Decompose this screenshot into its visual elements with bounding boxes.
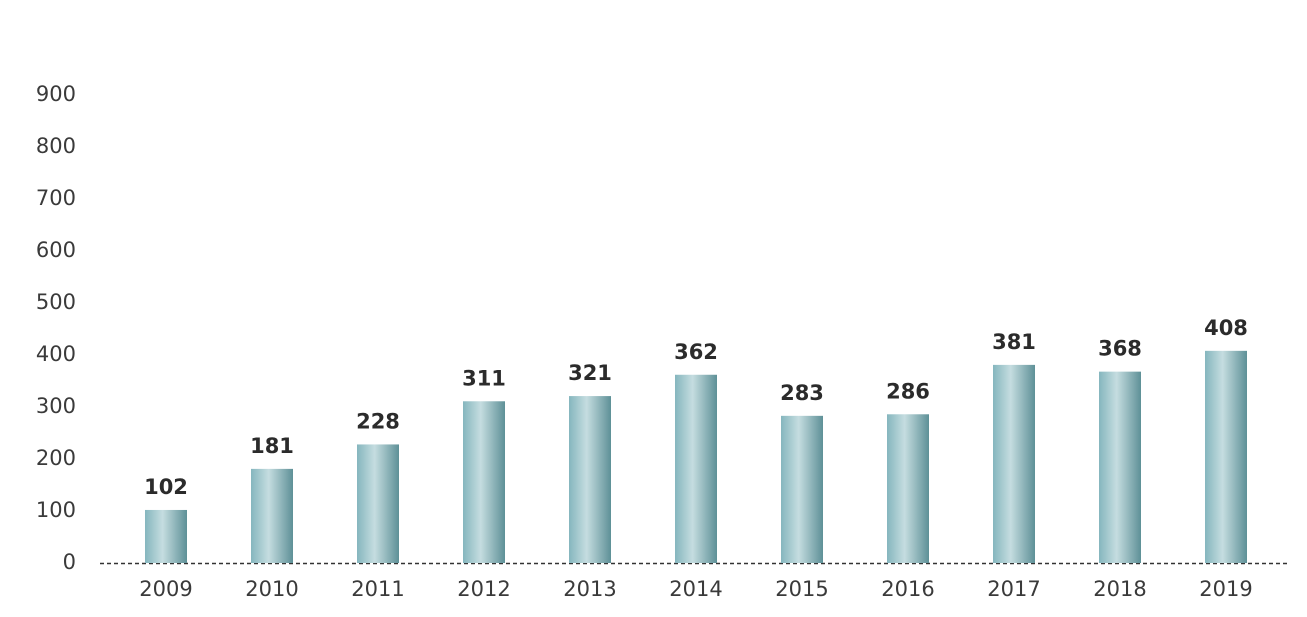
y-tick-label: 400 (36, 342, 76, 366)
bar (1099, 371, 1141, 563)
bar (887, 414, 929, 563)
y-tick-label: 200 (36, 446, 76, 470)
value-label: 368 (1098, 337, 1142, 361)
bar (357, 444, 399, 563)
y-tick-label: 300 (36, 394, 76, 418)
bar (463, 401, 505, 563)
x-tick-label: 2015 (775, 577, 828, 601)
y-tick-label: 900 (36, 82, 76, 106)
x-tick-label: 2009 (139, 577, 192, 601)
value-label: 362 (674, 340, 718, 364)
value-label: 321 (568, 361, 612, 385)
value-label: 181 (250, 434, 294, 458)
bar (145, 509, 187, 563)
value-label: 408 (1204, 316, 1248, 340)
x-tick-label: 2012 (457, 577, 510, 601)
value-label: 102 (144, 475, 188, 499)
x-tick-label: 2018 (1093, 577, 1146, 601)
bar (993, 364, 1035, 563)
x-tick-label: 2014 (669, 577, 722, 601)
bar (781, 415, 823, 563)
x-tick-label: 2019 (1199, 577, 1252, 601)
bar (1205, 350, 1247, 563)
x-tick-label: 2016 (881, 577, 934, 601)
bar (569, 396, 611, 563)
bar (675, 374, 717, 563)
value-label: 286 (886, 379, 930, 403)
value-label: 283 (780, 381, 824, 405)
y-tick-label: 800 (36, 134, 76, 158)
x-tick-label: 2013 (563, 577, 616, 601)
y-tick-label: 0 (63, 550, 76, 574)
x-tick-label: 2010 (245, 577, 298, 601)
bar (251, 468, 293, 563)
y-tick-label: 700 (36, 186, 76, 210)
x-tick-label: 2017 (987, 577, 1040, 601)
value-label: 311 (462, 366, 506, 390)
y-tick-label: 600 (36, 238, 76, 262)
value-label: 228 (356, 409, 400, 433)
y-tick-label: 500 (36, 290, 76, 314)
y-tick-label: 100 (36, 498, 76, 522)
x-tick-label: 2011 (351, 577, 404, 601)
value-label: 381 (992, 330, 1036, 354)
